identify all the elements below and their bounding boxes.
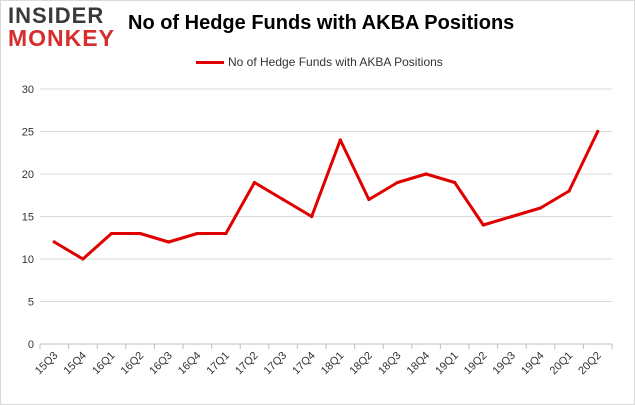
x-tick-label: 19Q1 — [433, 350, 461, 378]
x-tick-label: 17Q3 — [262, 350, 290, 378]
data-point — [481, 223, 485, 227]
y-tick-label: 20 — [22, 169, 34, 181]
data-point — [338, 138, 342, 142]
x-tick-label: 15Q3 — [33, 350, 61, 378]
data-point — [167, 240, 171, 244]
x-tick-label: 17Q2 — [233, 350, 261, 378]
chart-title: No of Hedge Funds with AKBA Positions — [128, 12, 515, 34]
chart-legend: No of Hedge Funds with AKBA Positions — [196, 52, 443, 72]
legend-line-swatch — [196, 60, 224, 64]
data-point — [281, 197, 285, 202]
x-tick-label: 16Q2 — [119, 350, 147, 378]
x-tick-label: 20Q2 — [576, 350, 604, 378]
data-point — [567, 189, 571, 193]
x-tick-label: 16Q4 — [176, 350, 204, 378]
data-point — [109, 231, 114, 236]
y-tick-label: 10 — [22, 254, 34, 266]
data-point — [195, 231, 199, 236]
x-tick-label: 19Q4 — [519, 350, 547, 378]
data-point — [310, 214, 314, 219]
legend-label: No of Hedge Funds with AKBA Positions — [228, 55, 443, 69]
y-tick-label: 25 — [22, 127, 34, 139]
logo-text-insider: INSIDER — [8, 3, 105, 28]
x-tick-label: 18Q2 — [347, 350, 375, 378]
x-tick-label: 16Q1 — [90, 350, 118, 378]
data-point — [510, 214, 514, 219]
data-point — [538, 206, 543, 210]
x-tick-label: 16Q3 — [147, 350, 175, 378]
y-tick-label: 5 — [28, 297, 34, 309]
insider-monkey-logo: INSIDER MONKEY — [8, 4, 116, 52]
x-tick-label: 15Q4 — [61, 350, 89, 378]
data-point — [395, 180, 400, 185]
data-point — [596, 129, 600, 134]
y-tick-label: 30 — [22, 84, 34, 96]
y-tick-label: 0 — [28, 339, 34, 351]
data-point — [52, 240, 56, 244]
series-line — [52, 130, 600, 261]
x-tick-label: 18Q3 — [376, 350, 404, 378]
x-tick-label: 18Q4 — [405, 350, 433, 378]
data-point — [224, 231, 228, 236]
data-point — [453, 180, 457, 185]
x-tick-label: 17Q4 — [290, 350, 318, 378]
data-point — [424, 172, 428, 176]
data-point — [138, 231, 142, 236]
data-point — [367, 197, 371, 202]
x-tick-label: 19Q2 — [462, 350, 490, 378]
logo-text-monkey: MONKEY — [8, 25, 115, 51]
x-tick-label: 17Q1 — [204, 350, 232, 378]
data-point — [81, 257, 85, 261]
x-tick-label: 20Q1 — [548, 350, 576, 378]
x-tick-label: 19Q3 — [490, 350, 518, 378]
x-tick-label: 18Q1 — [319, 350, 347, 378]
y-tick-label: 15 — [22, 212, 34, 224]
data-point — [252, 180, 257, 185]
